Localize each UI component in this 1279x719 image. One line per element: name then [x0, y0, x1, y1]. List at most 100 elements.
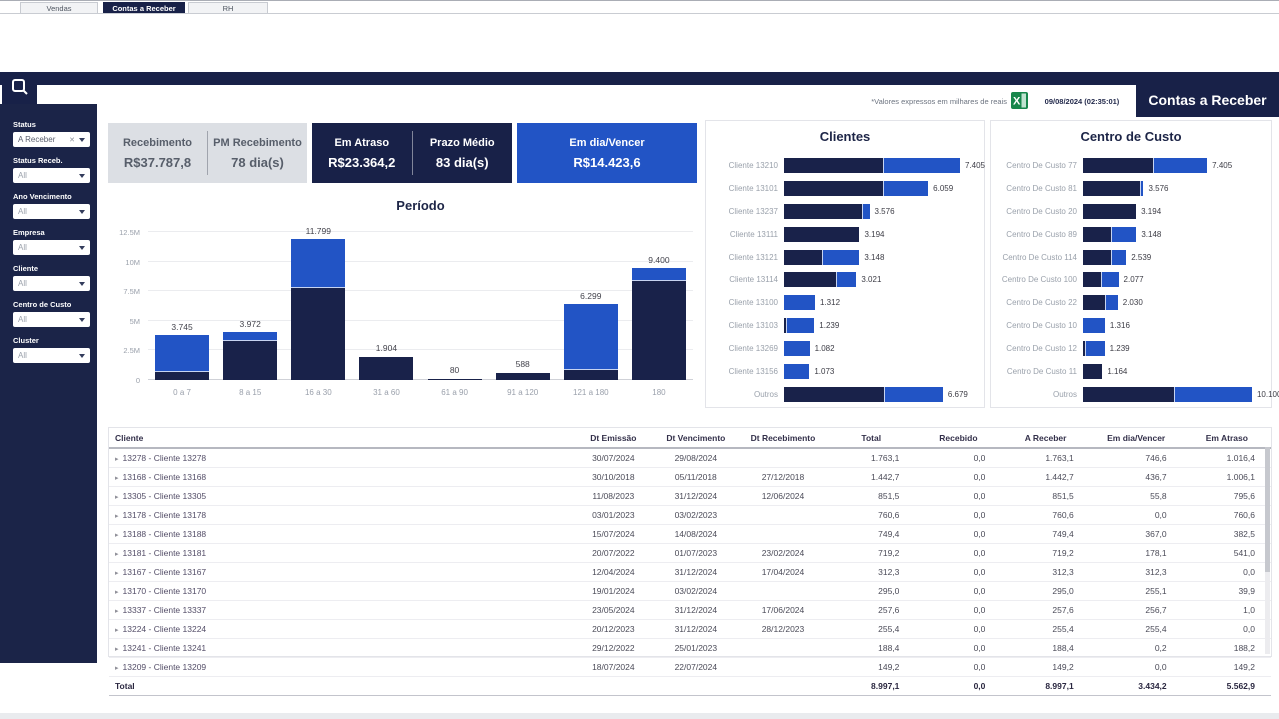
filter-status-dropdown[interactable]: A Receber ✕ — [13, 132, 90, 147]
expand-icon[interactable]: ▸ — [115, 551, 119, 558]
clear-filter-icon[interactable]: ✕ — [69, 136, 75, 144]
expand-icon[interactable]: ▸ — [115, 570, 119, 577]
table-row[interactable]: ▸ 13209 - Cliente 13209 18/07/2024 22/07/20… — [109, 657, 1271, 677]
bar-segment-em-dia-vencer[interactable] — [1111, 249, 1127, 265]
bar-segment-em-dia-vencer[interactable] — [882, 180, 929, 196]
table-row[interactable]: ▸ 13170 - Cliente 13170 19/01/2024 03/02/20… — [109, 581, 1271, 601]
expand-icon[interactable]: ▸ — [115, 494, 119, 501]
bar-segment-em-dia-vencer[interactable] — [835, 272, 857, 288]
bar-segment-em-dia-vencer[interactable] — [1153, 157, 1208, 173]
table-scrollbar[interactable] — [1265, 447, 1270, 654]
table-row[interactable]: ▸ 13188 - Cliente 13188 15/07/2024 14/08/20… — [109, 524, 1271, 544]
filter-ano-vencimento-dropdown[interactable]: All — [13, 204, 90, 219]
excel-export-button[interactable]: X — [1011, 92, 1028, 109]
table-row[interactable]: ▸ 13337 - Cliente 13337 23/05/2024 31/12/20… — [109, 600, 1271, 620]
expand-icon[interactable]: ▸ — [115, 608, 119, 615]
bar-segment-em-atraso[interactable] — [495, 373, 550, 380]
bar-segment-em-dia-vencer[interactable] — [1110, 226, 1137, 242]
bar-segment-em-atraso[interactable] — [359, 357, 414, 380]
bar-segment-em-dia-vencer[interactable] — [884, 386, 943, 402]
bar-segment-em-atraso[interactable] — [1083, 157, 1154, 173]
bar-segment-em-dia-vencer[interactable] — [223, 331, 278, 341]
table-row[interactable]: ▸ 13305 - Cliente 13305 11/08/2023 31/12/20… — [109, 486, 1271, 506]
expand-icon[interactable]: ▸ — [115, 627, 119, 634]
bar-segment-em-atraso[interactable] — [155, 371, 210, 380]
expand-icon[interactable]: ▸ — [115, 456, 119, 463]
bar-segment-em-dia-vencer[interactable] — [784, 363, 810, 379]
bar-segment-em-atraso[interactable] — [784, 226, 860, 242]
column-header[interactable]: A Receber — [1001, 428, 1090, 449]
bar-segment-em-dia-vencer[interactable] — [861, 203, 870, 219]
bar-segment-em-dia-vencer[interactable] — [155, 334, 210, 372]
bar-segment-em-atraso[interactable] — [563, 370, 618, 380]
column-header[interactable]: Em dia/Vencer — [1089, 428, 1183, 449]
bar-segment-em-atraso[interactable] — [784, 249, 822, 265]
table-row[interactable]: ▸ 13181 - Cliente 13181 20/07/2022 01/07/20… — [109, 543, 1271, 563]
filter-empresa-dropdown[interactable]: All — [13, 240, 90, 255]
expand-icon[interactable]: ▸ — [115, 513, 119, 520]
table-row[interactable]: ▸ 13224 - Cliente 13224 20/12/2023 31/12/20… — [109, 619, 1271, 639]
column-header[interactable]: Dt Vencimento — [652, 428, 739, 449]
bar-segment-em-atraso[interactable] — [1083, 203, 1137, 219]
table-row[interactable]: ▸ 13168 - Cliente 13168 30/10/2018 05/11/20… — [109, 467, 1271, 487]
column-header[interactable]: Total — [827, 428, 916, 449]
chevron-down-icon[interactable] — [79, 173, 85, 178]
bar-segment-em-dia-vencer[interactable] — [1105, 295, 1118, 311]
column-header[interactable]: Dt Emissão — [573, 428, 653, 449]
expand-icon[interactable]: ▸ — [115, 475, 119, 482]
bar-segment-em-atraso[interactable] — [1083, 249, 1112, 265]
chevron-down-icon[interactable] — [79, 317, 85, 322]
chevron-down-icon[interactable] — [79, 281, 85, 286]
chevron-down-icon[interactable] — [79, 245, 85, 250]
bar-segment-em-atraso[interactable] — [1083, 180, 1141, 196]
bar-segment-em-atraso[interactable] — [291, 287, 346, 380]
chevron-down-icon[interactable] — [79, 209, 85, 214]
filter-cluster-dropdown[interactable]: All — [13, 348, 90, 363]
bar-segment-em-dia-vencer[interactable] — [1085, 341, 1105, 357]
table-row[interactable]: ▸ 13241 - Cliente 13241 29/12/2022 25/01/20… — [109, 638, 1271, 658]
bar-segment-em-dia-vencer[interactable] — [784, 341, 810, 357]
column-header[interactable]: Em Atraso — [1182, 428, 1271, 449]
bar-segment-em-atraso[interactable] — [784, 157, 884, 173]
bar-segment-em-dia-vencer[interactable] — [1083, 318, 1105, 334]
bar-segment-em-atraso[interactable] — [1083, 363, 1103, 379]
bar-segment-em-atraso[interactable] — [1083, 341, 1086, 357]
filter-status-receb-dropdown[interactable]: All — [13, 168, 90, 183]
zoom-button[interactable] — [2, 72, 37, 106]
column-header[interactable]: Cliente — [109, 428, 574, 449]
bar-segment-em-atraso[interactable] — [427, 379, 482, 380]
bar-segment-em-atraso[interactable] — [1083, 295, 1106, 311]
bar-segment-em-atraso[interactable] — [1083, 272, 1102, 288]
table-row[interactable]: ▸ 13167 - Cliente 13167 12/04/2024 31/12/20… — [109, 562, 1271, 582]
bar-segment-em-atraso[interactable] — [784, 203, 862, 219]
expand-icon[interactable]: ▸ — [115, 589, 119, 596]
bar-segment-em-dia-vencer[interactable] — [1173, 386, 1252, 402]
expand-icon[interactable]: ▸ — [115, 646, 119, 653]
table-scrollbar-thumb[interactable] — [1265, 447, 1270, 572]
bar-segment-em-atraso[interactable] — [1083, 226, 1111, 242]
bar-segment-em-dia-vencer[interactable] — [1101, 272, 1119, 288]
bar-segment-em-atraso[interactable] — [631, 281, 686, 380]
column-header[interactable]: Dt Recebimento — [738, 428, 828, 449]
bar-segment-em-atraso[interactable] — [784, 272, 836, 288]
bar-segment-em-atraso[interactable] — [1083, 386, 1174, 402]
bar-segment-em-dia-vencer[interactable] — [631, 267, 686, 282]
bar-segment-em-atraso[interactable] — [784, 318, 787, 334]
bar-segment-em-dia-vencer[interactable] — [291, 239, 346, 288]
expand-icon[interactable]: ▸ — [115, 532, 119, 539]
bar-segment-em-atraso[interactable] — [784, 386, 885, 402]
bar-segment-em-dia-vencer[interactable] — [786, 318, 815, 334]
filter-cliente-dropdown[interactable]: All — [13, 276, 90, 291]
table-row[interactable]: ▸ 13278 - Cliente 13278 30/07/2024 29/08/20… — [109, 448, 1271, 468]
column-header[interactable]: Recebido — [915, 428, 1002, 449]
bar-segment-em-atraso[interactable] — [784, 180, 883, 196]
bar-segment-em-dia-vencer[interactable] — [1140, 180, 1144, 196]
table-row[interactable]: ▸ 13178 - Cliente 13178 03/01/2023 03/02/20… — [109, 505, 1271, 525]
chevron-down-icon[interactable] — [79, 137, 85, 142]
bar-segment-em-dia-vencer[interactable] — [563, 304, 618, 371]
expand-icon[interactable]: ▸ — [115, 665, 119, 672]
filter-centro-de-custo-dropdown[interactable]: All — [13, 312, 90, 327]
bar-segment-em-atraso[interactable] — [223, 340, 278, 380]
bar-segment-em-dia-vencer[interactable] — [883, 157, 960, 173]
chevron-down-icon[interactable] — [79, 353, 85, 358]
